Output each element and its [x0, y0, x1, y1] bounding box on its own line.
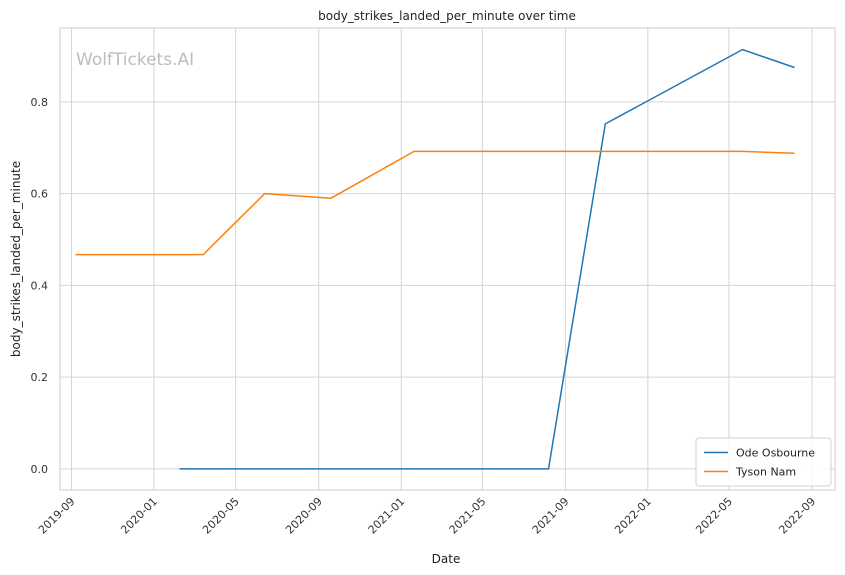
legend-label-ode-osbourne: Ode Osbourne: [736, 447, 815, 460]
x-tick-label: 2020-05: [200, 495, 242, 537]
y-tick-labels: 0.0 0.2 0.4 0.6 0.8: [31, 96, 49, 476]
y-tick-label: 0.4: [31, 279, 49, 292]
watermark: WolfTickets.AI: [76, 50, 194, 70]
y-tick-label: 0.0: [31, 463, 49, 476]
x-tick-label: 2019-09: [36, 495, 78, 537]
series-line-ode-osbourne: [179, 48, 795, 470]
legend-box: [695, 437, 832, 487]
x-tick-label: 2022-09: [776, 495, 818, 537]
y-tick-label: 0.6: [31, 188, 49, 201]
x-tick-label: 2020-09: [283, 495, 325, 537]
legend: Ode Osbourne Tyson Nam: [695, 437, 832, 487]
y-tick-label: 0.8: [31, 96, 49, 109]
plot-area: [59, 27, 836, 491]
legend-label-tyson-nam: Tyson Nam: [735, 466, 796, 479]
chart-title: body_strikes_landed_per_minute over time: [318, 9, 576, 23]
x-tick-label: 2022-05: [693, 495, 735, 537]
x-tick-label: 2021-09: [530, 495, 572, 537]
x-tick-label: 2022-01: [612, 495, 654, 537]
series-line-tyson-nam: [75, 150, 795, 256]
x-tick-label: 2021-01: [366, 495, 408, 537]
x-tick-labels: 2019-09 2020-01 2020-05 2020-09 2021-01 2021-…: [36, 495, 818, 537]
x-axis-label: Date: [432, 552, 461, 566]
grid: [60, 28, 835, 490]
series-lines: [75, 48, 795, 470]
y-tick-label: 0.2: [31, 371, 49, 384]
x-tick-label: 2020-01: [118, 495, 160, 537]
y-axis-label: body_strikes_landed_per_minute: [9, 161, 23, 357]
x-tick-label: 2021-05: [447, 495, 489, 537]
